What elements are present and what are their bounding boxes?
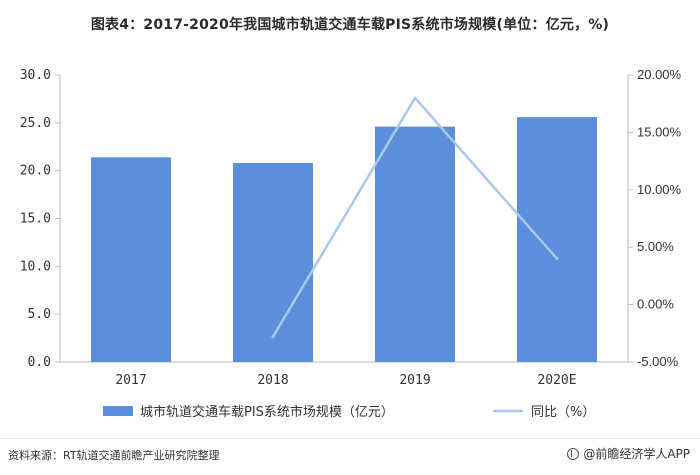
yoy-point-2018 [271,335,275,339]
yoy-point-2019 [413,96,417,100]
ticks: 0.0 5.0 10.0 15.0 20.0 25.0 30.0 -5.00% 0.00% 5.0… [20,67,682,388]
source-note: 资料来源：RT轨道交通前瞻产业研究院整理 [8,449,220,462]
chart-title: 图表4：2017-2020年我国城市轨道交通车载PIS系统市场规模(单位：亿元，… [90,17,610,33]
y-right-tick-label: 20.00% [637,67,682,82]
yoy-point-2020E [555,257,559,261]
bar-2020E [517,117,597,363]
brand-logo-icon [567,447,580,460]
y-right-tick-label: 5.00% [637,239,674,254]
x-category-label: 2018 [257,373,288,388]
y-right-tick-label: 0.00% [637,297,674,312]
y-right-tick-label: 15.00% [637,124,682,139]
y-left-tick-label: 30.0 [20,68,51,83]
bar-2019 [375,126,455,362]
bar-2017 [91,157,171,362]
line-series [271,96,559,339]
y-left-tick-label: 10.0 [20,259,51,274]
y-left-tick-label: 25.0 [20,116,51,131]
y-right-tick-label: 10.00% [637,182,682,197]
x-category-label: 2019 [399,373,430,388]
y-left-tick-label: 20.0 [20,164,51,179]
y-right-tick-label: -5.00% [637,354,679,369]
legend-swatch-bar [103,406,133,416]
bars [91,117,597,363]
brand-mark: @前瞻经济学人APP [567,445,690,462]
legend: 城市轨道交通车载PIS系统市场规模（亿元） 同比（%） [103,404,595,420]
x-category-label: 2017 [115,373,146,388]
y-left-tick-label: 5.0 [28,307,51,322]
y-left-tick-label: 15.0 [20,212,51,227]
legend-label-line: 同比（%） [531,405,595,420]
brand-text: @前瞻经济学人APP [583,447,690,461]
bar-2018 [233,163,313,362]
legend-label-bar: 城市轨道交通车载PIS系统市场规模（亿元） [140,404,394,420]
y-left-tick-label: 0.0 [28,355,51,370]
x-category-label: 2020E [537,373,576,388]
footer-divider [0,438,700,439]
